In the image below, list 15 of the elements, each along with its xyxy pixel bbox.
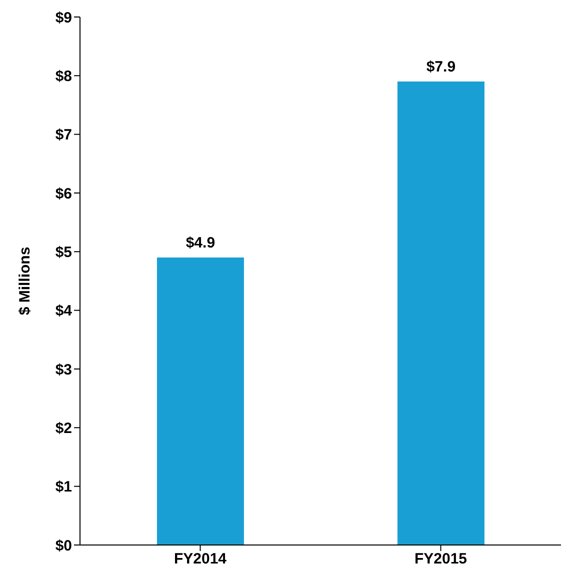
y-tick-label: $1 (55, 478, 72, 496)
y-tick-label: $3 (55, 361, 72, 378)
data-label: $7.9 (426, 58, 456, 76)
y-tick-label: $5 (55, 244, 72, 261)
y-tick-label: $2 (55, 420, 72, 437)
y-tick-label: $6 (55, 185, 72, 202)
x-tick-label: FY2014 (174, 550, 228, 568)
y-tick-label: $8 (55, 68, 72, 85)
x-tick-label: FY2015 (414, 550, 468, 568)
data-label: $4.9 (186, 234, 216, 252)
y-tick-label: $4 (55, 302, 73, 320)
y-tick-label: $0 (55, 537, 72, 554)
y-tick-label: $9 (55, 9, 72, 26)
y-axis-title: $ Millions (16, 246, 34, 316)
y-tick-label: $7 (55, 126, 72, 144)
